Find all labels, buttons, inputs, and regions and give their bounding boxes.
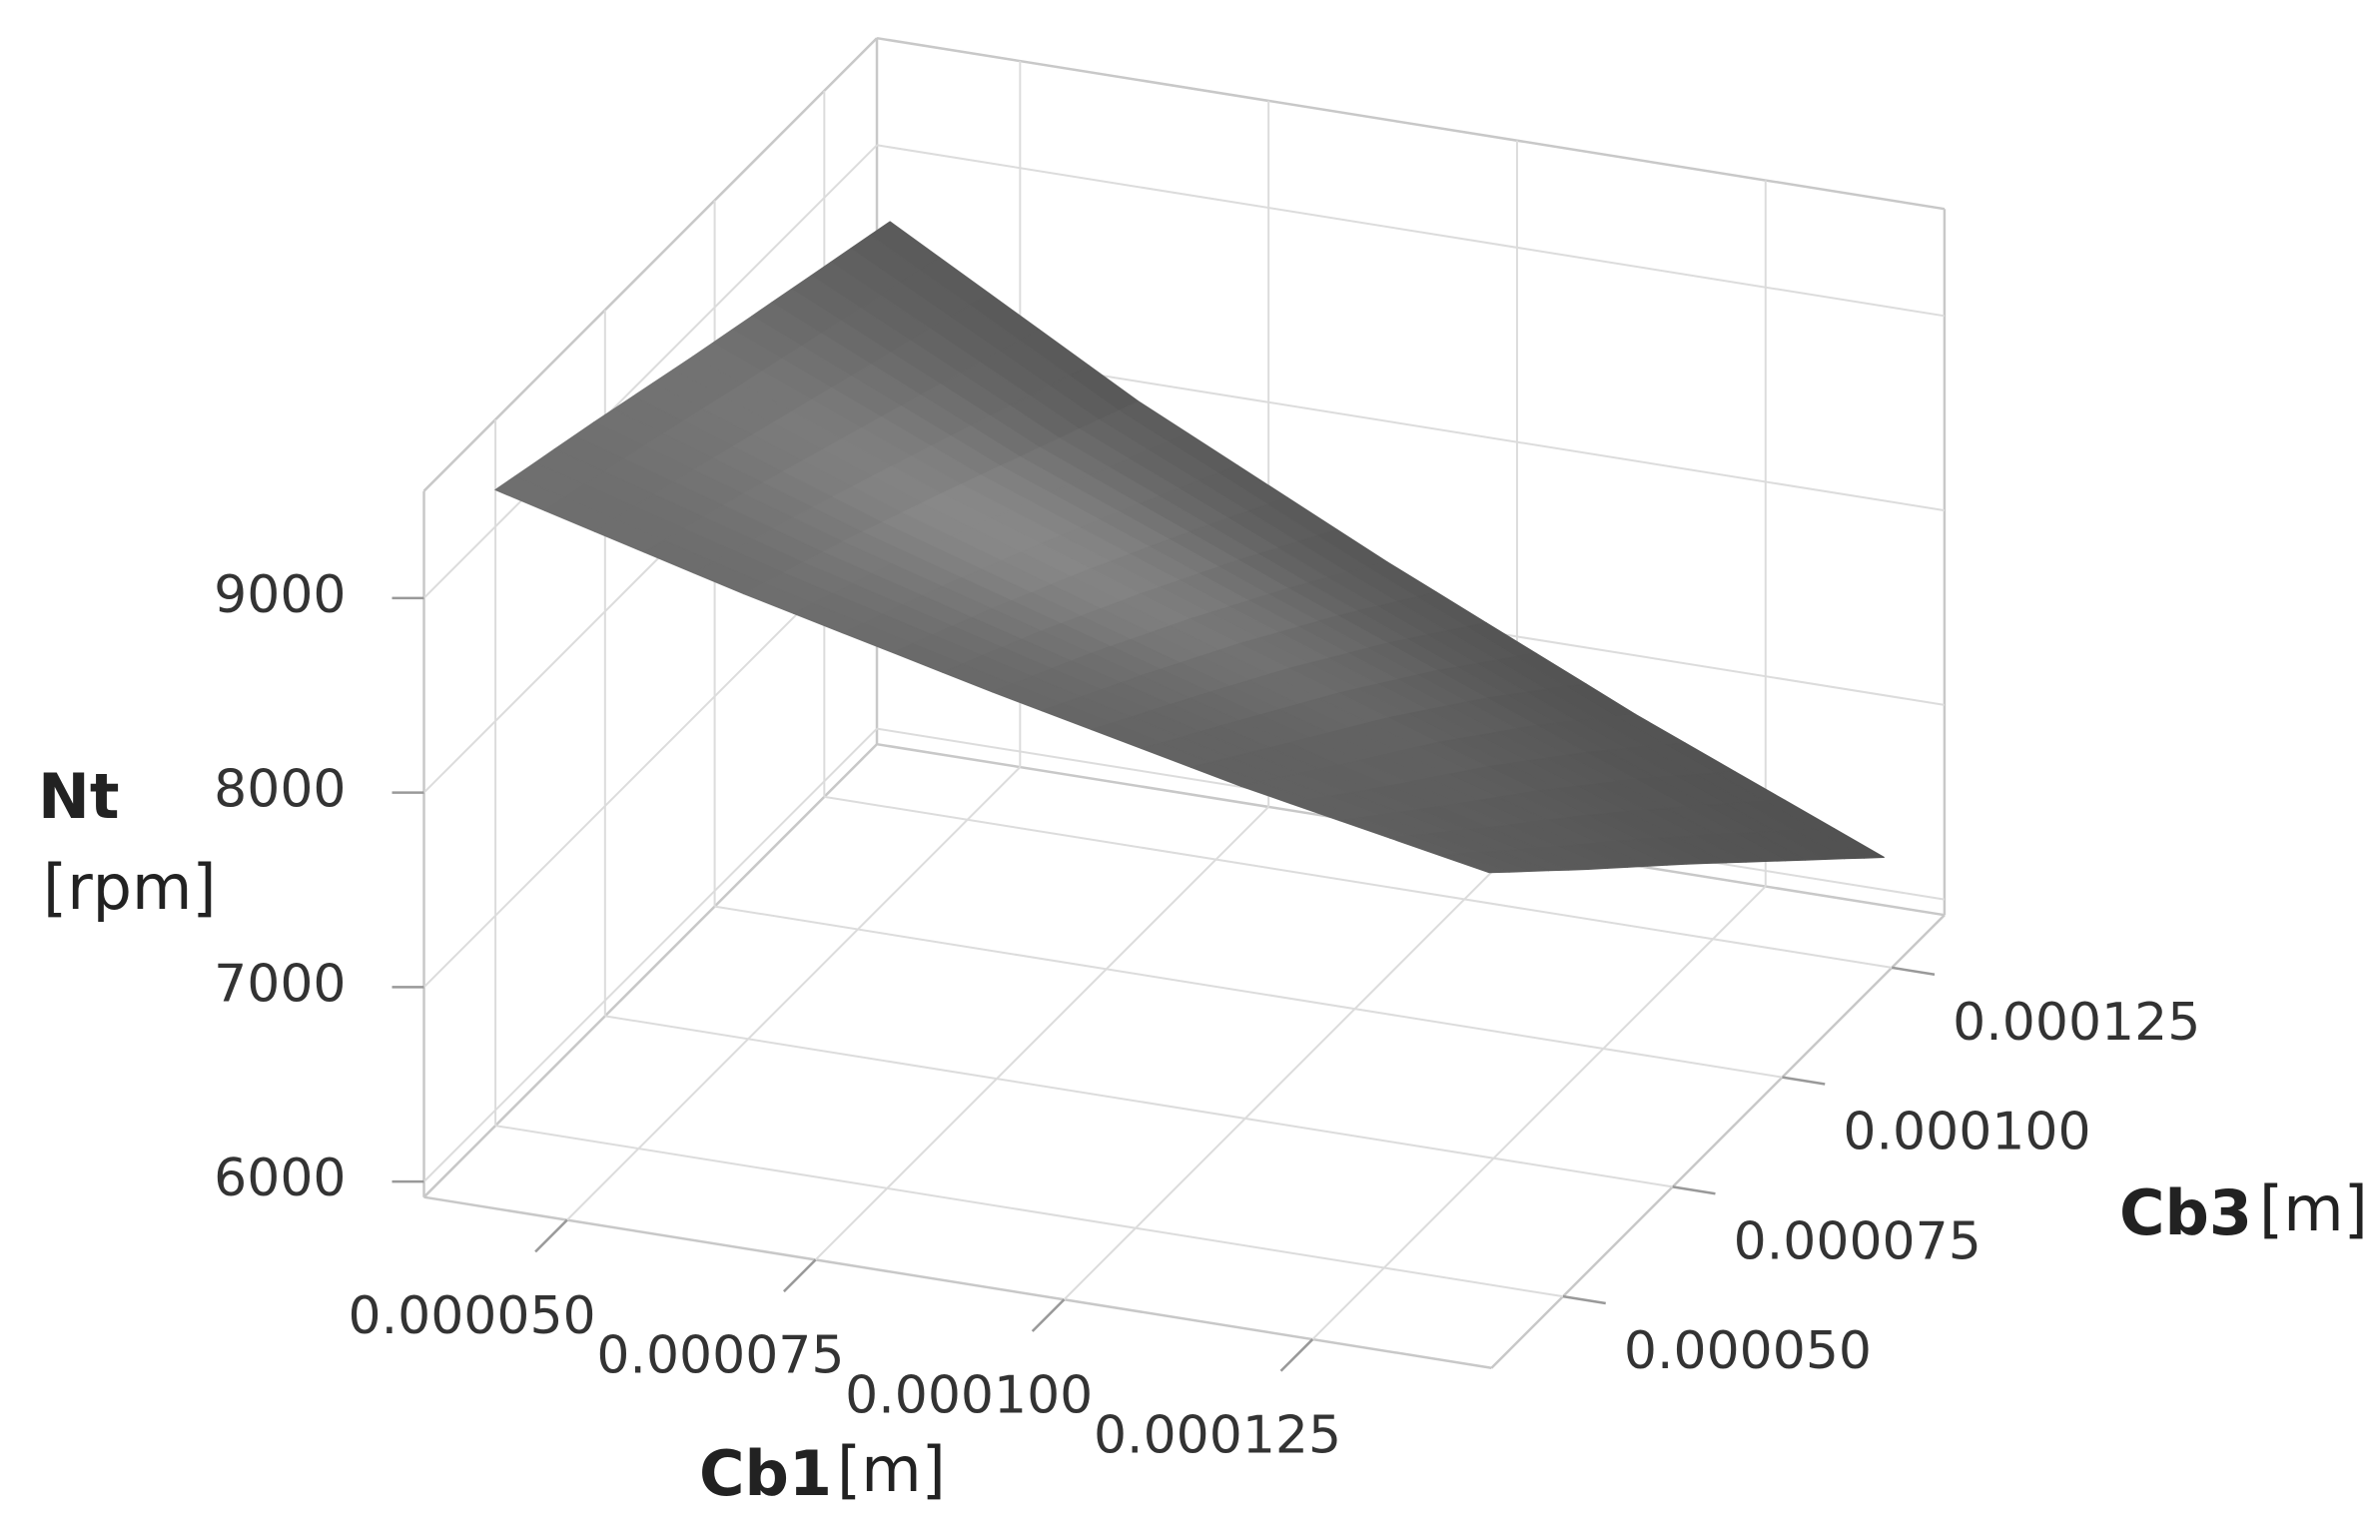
surface [494, 221, 1885, 874]
y-tick-mark [1782, 1076, 1826, 1086]
x-tick-mark [1279, 1338, 1314, 1372]
grid-line [714, 905, 1783, 1079]
labels: Nt [rpm] Cb1 [m] Cb3 [m] 0.0000500.00007… [38, 565, 2368, 1510]
x-axis-title: Cb1 [699, 1437, 832, 1510]
box-edge [422, 743, 878, 1198]
grid-line [566, 766, 1022, 1221]
x-tick-label: 0.000100 [845, 1365, 1093, 1425]
y-tick-mark [1562, 1294, 1606, 1305]
y-axis-title: Cb3 [2119, 1176, 2252, 1249]
y-tick-mark [1892, 966, 1936, 976]
x-tick-mark [534, 1218, 568, 1253]
x-axis-unit: [m] [837, 1433, 946, 1506]
z-tick-label: 8000 [214, 760, 346, 820]
x-tick-label: 0.000075 [596, 1326, 844, 1386]
x-tick-label: 0.000125 [1094, 1405, 1341, 1465]
x-tick-mark [1031, 1298, 1066, 1332]
y-axis-unit: [m] [2259, 1172, 2368, 1245]
grid-line [422, 727, 878, 1182]
box-edge [1490, 914, 1946, 1369]
y-tick-label: 0.000125 [1953, 993, 2200, 1053]
surface-patch [1438, 853, 1510, 874]
box-edge [422, 37, 878, 492]
grid-line [604, 1015, 1673, 1188]
x-tick-label: 0.000050 [349, 1286, 596, 1346]
y-tick-label: 0.000100 [1843, 1103, 2090, 1162]
grid-line [1063, 846, 1518, 1300]
y-tick-label: 0.000075 [1734, 1211, 1982, 1271]
z-tick-label: 7000 [214, 954, 346, 1014]
grid-line [824, 795, 1893, 969]
x-tick-mark [783, 1258, 817, 1293]
grid-line [494, 1125, 1564, 1298]
z-axis-unit: [rpm] [43, 851, 217, 924]
grid-line [422, 144, 878, 599]
z-axis-title: Nt [38, 760, 120, 833]
z-tick-label: 6000 [214, 1149, 346, 1208]
grid-line [876, 144, 1946, 318]
z-tick-label: 9000 [214, 565, 346, 625]
grid-line [1311, 885, 1767, 1340]
grid-line [814, 806, 1269, 1261]
y-tick-label: 0.000050 [1624, 1321, 1872, 1381]
y-tick-mark [1672, 1185, 1716, 1195]
box-edge [876, 36, 1946, 211]
